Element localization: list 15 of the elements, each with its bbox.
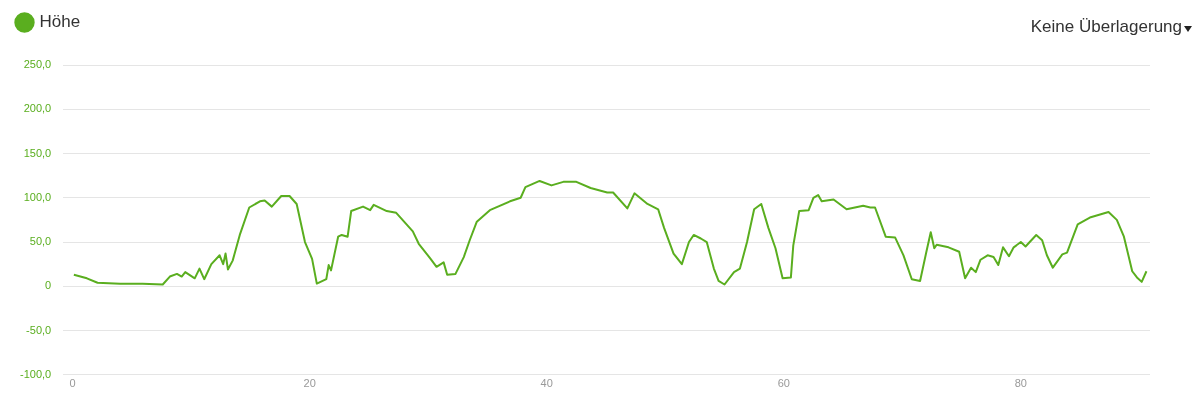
y-tick-label: 150,0 [23,146,52,159]
x-tick-label: 80 [1014,377,1027,390]
x-tick-label: 40 [540,377,553,390]
legend-label: Höhe [39,12,81,32]
y-tick-label: 250,0 [23,58,52,71]
x-tick-label: 0 [69,377,76,390]
x-tick-label: 20 [303,377,316,390]
y-tick-label: 200,0 [23,102,52,115]
y-tick-label: 50,0 [29,235,52,248]
y-tick-label: 100,0 [23,190,52,203]
x-tick-label: 60 [777,377,790,390]
text: Keine Überlagerung [1030,17,1182,37]
y-tick-label: -50,0 [26,323,52,336]
y-tick-label: 0 [45,279,52,292]
y-tick-label: -100,0 [19,367,52,380]
